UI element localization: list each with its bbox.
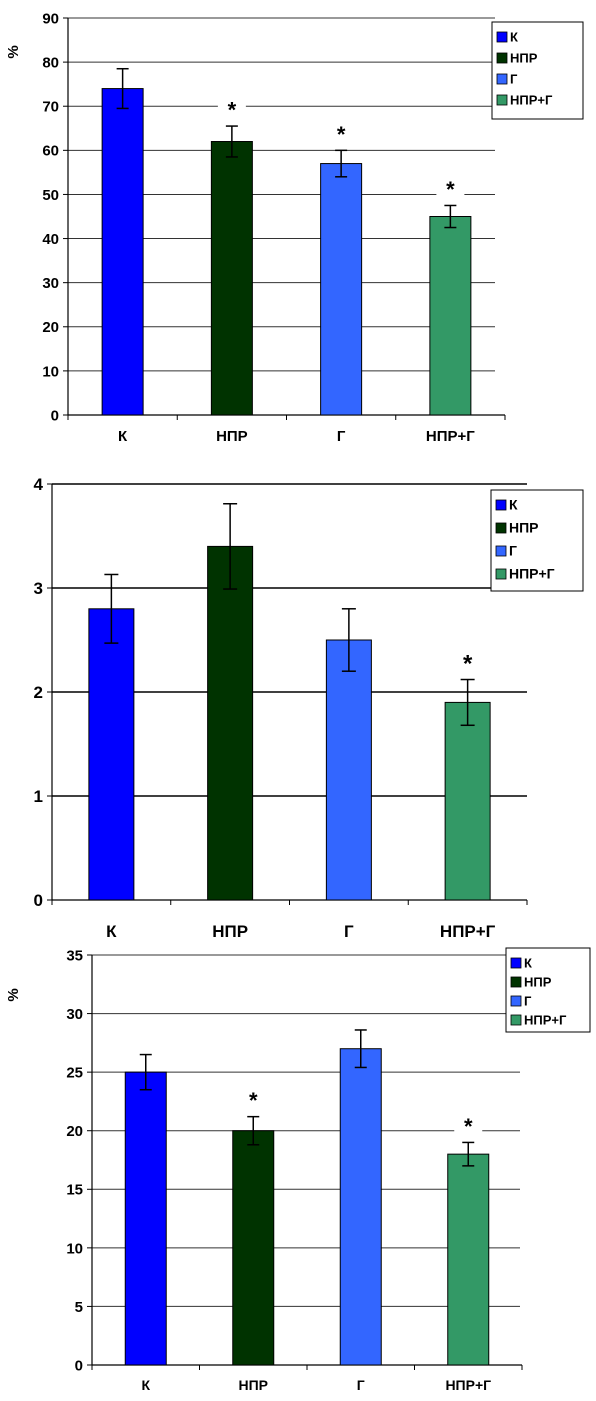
significance-marker: * [446,177,455,202]
annotation-backdrop [217,99,246,118]
legend-swatch [495,522,507,534]
y-tick-label: 50 [42,187,59,204]
annotation-backdrop [454,1116,483,1134]
x-tick-label: НПР+Г [445,1377,491,1393]
legend-label: НПР [510,51,538,66]
y-tick-label: 35 [66,947,83,964]
legend-swatch [510,957,522,969]
y-tick-label: 0 [75,1357,83,1374]
y-tick-label: 60 [42,143,59,160]
chart-3: 0 5 10 15 20 25 30 35% К * НПР Г * НПР+Г К НПР Г НПР+Г [5,947,591,1393]
bar [429,216,472,416]
significance-marker: * [228,98,237,123]
y-tick-label: 0 [51,407,59,424]
y-axis-label: % [5,988,22,1001]
x-tick-label: Г [344,922,354,941]
significance-marker: * [337,122,346,147]
bar [101,88,144,416]
legend-swatch [510,976,522,988]
bar [339,1048,382,1366]
legend-label: НПР+Г [524,1013,567,1028]
y-tick-label: 2 [34,683,43,702]
y-tick-label: 25 [66,1065,83,1082]
y-tick-label: 20 [66,1123,83,1140]
legend-swatch [495,568,507,580]
y-tick-label: 70 [42,99,59,116]
bar [232,1130,275,1366]
legend-swatch [496,73,508,85]
significance-marker: * [463,651,473,678]
y-tick-label: 90 [42,10,59,27]
y-tick-label: 30 [42,275,59,292]
bar [207,545,254,901]
legend-label: Г [524,994,532,1009]
y-tick-label: 80 [42,55,59,72]
chart-1: 0 10 20 30 40 50 60 70 80 90% К * НПР * Г * НПР+Г К НПР Г НП… [5,10,584,445]
y-tick-label: 20 [42,319,59,336]
legend-label: К [524,956,532,971]
legend-label: Г [509,543,517,559]
y-tick-label: 5 [75,1299,83,1316]
x-tick-label: К [141,1377,150,1393]
legend-label: НПР+Г [509,566,555,582]
chart-2: 0 1 2 3 4 К НПР Г * НПР+Г К НПР Г НПР+Г [34,475,584,941]
x-tick-label: Г [357,1377,365,1393]
bar [320,163,363,416]
y-tick-label: 1 [34,787,43,806]
bar [124,1071,167,1366]
bar [325,639,372,901]
y-tick-label: 10 [66,1240,83,1257]
legend-swatch [495,545,507,557]
x-tick-label: НПР [212,922,248,941]
x-tick-label: Г [337,428,346,445]
annotation-backdrop [436,179,465,197]
bar [88,608,135,901]
y-tick-label: 30 [66,1006,83,1023]
legend-swatch [496,94,508,106]
bar [447,1153,490,1366]
x-tick-label: НПР+Г [426,428,475,445]
legend-label: Г [510,72,518,87]
x-tick-label: НПР [216,428,248,445]
bar [210,141,253,416]
annotation-backdrop [327,124,356,142]
y-tick-label: 3 [34,579,43,598]
legend-swatch [495,499,507,511]
y-tick-label: 4 [34,475,44,494]
y-tick-label: 15 [66,1182,83,1199]
legend-label: НПР+Г [510,93,553,108]
y-tick-label: 0 [34,891,43,910]
legend-label: НПР [524,975,552,990]
significance-marker: * [249,1088,258,1113]
annotation-backdrop [453,652,482,672]
x-tick-label: К [118,428,128,445]
legend-swatch [496,31,508,43]
significance-marker: * [464,1114,473,1139]
legend-swatch [496,52,508,64]
legend-label: К [509,497,518,513]
y-tick-label: 10 [42,363,59,380]
x-tick-label: НПР [238,1377,268,1393]
x-tick-label: НПР+Г [440,922,496,941]
y-tick-label: 40 [42,231,59,248]
legend-swatch [510,1014,522,1026]
x-tick-label: К [106,922,117,941]
legend-label: НПР [509,520,539,536]
y-axis-label: % [5,45,22,58]
bar [444,701,491,901]
legend-label: К [510,30,518,45]
legend-swatch [510,995,522,1007]
annotation-backdrop [239,1090,268,1109]
